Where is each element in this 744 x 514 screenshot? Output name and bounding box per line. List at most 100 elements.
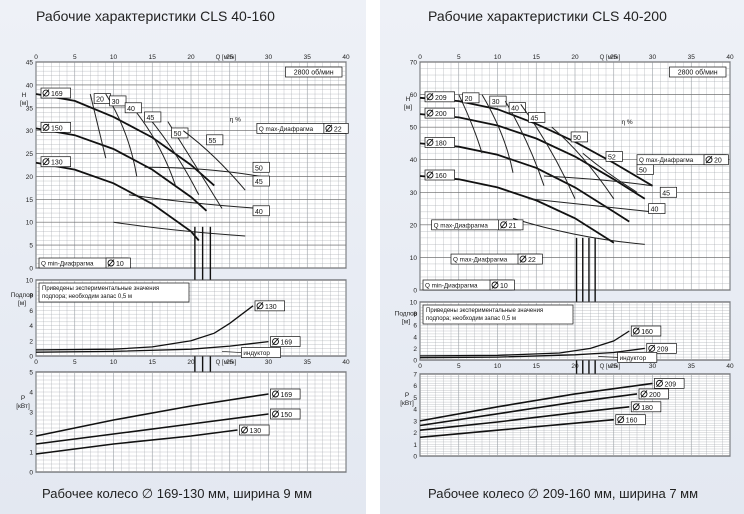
x-tick-label: 30 (649, 54, 657, 61)
npsh-curve-label: 160 (641, 329, 653, 336)
y-tick-label: 2 (413, 430, 417, 437)
efficiency-label: 50 (255, 165, 263, 172)
efficiency-label-box (648, 203, 666, 214)
x-tick-label: 0 (34, 54, 38, 61)
y-tick-label: 6 (413, 383, 417, 390)
x-tick-label: 15 (149, 359, 157, 366)
q-max-diameter-box (517, 253, 543, 265)
efficiency-label-box (252, 161, 270, 173)
head-curve-label: 169 (51, 91, 63, 98)
efficiency-label-box (508, 102, 526, 113)
efficiency-curve (582, 152, 638, 193)
diameter-icon-slash (42, 157, 50, 166)
y-axis-unit: [кВт] (400, 400, 414, 407)
diameter-icon (272, 338, 279, 346)
y-tick-label: 20 (410, 222, 418, 229)
head-curve-label: 180 (435, 140, 447, 147)
y-tick-label: 0 (413, 288, 417, 295)
power-curve-169 (35, 393, 269, 437)
x-tick-label: 10 (494, 363, 502, 370)
y-tick-label: 0 (413, 358, 417, 365)
efficiency-label-box (570, 131, 588, 143)
efficiency-label-box (528, 112, 546, 123)
x-tick-label: 20 (187, 359, 195, 366)
diameter-icon (640, 390, 648, 398)
head-curve-label-box (40, 156, 71, 168)
y-tick-label: 0 (413, 454, 417, 461)
diameter-icon-slash (491, 281, 499, 289)
efficiency-curve (128, 194, 261, 209)
x-tick-label: 0 (418, 54, 422, 61)
efficiency-label: 45 (147, 115, 155, 122)
x-tick-label: 20 (571, 363, 579, 370)
q-min-diameter-box (105, 257, 131, 269)
diameter-icon-slash (632, 403, 640, 411)
efficiency-label-box (144, 111, 162, 123)
y-tick-label: 8 (29, 293, 33, 300)
x-tick-label: 40 (342, 359, 350, 366)
efficiency-label: 50 (174, 131, 182, 138)
y-axis-label: H (406, 96, 411, 103)
power-curve-label-box (638, 388, 669, 400)
y-tick-label: 60 (410, 92, 418, 99)
head-curve-label-box (424, 169, 455, 181)
x-tick-label: 35 (688, 54, 696, 61)
q-max-label: Q max-Диафрагма (639, 157, 694, 164)
head-curve-label-box (40, 87, 71, 99)
x-tick-label: 35 (304, 359, 312, 366)
diameter-icon-slash (426, 138, 434, 147)
inducer-box (617, 352, 658, 363)
diameter-icon (426, 109, 434, 117)
y-tick-label: 0 (29, 266, 33, 273)
y-tick-label: 1 (29, 450, 33, 457)
power-curve-209 (419, 382, 653, 422)
inducer-label: индуктор (243, 350, 270, 357)
efficiency-label: 40 (511, 106, 519, 113)
y-tick-label: 45 (26, 60, 34, 67)
head-curve-209 (419, 96, 653, 187)
inducer-pointer (598, 356, 618, 358)
npsh-curve-209 (419, 347, 645, 359)
diameter-icon (42, 158, 50, 166)
x-tick-label: 25 (610, 54, 618, 61)
chart-title: Рабочие характеристики CLS 40-160 (36, 8, 275, 24)
y-axis-label: Подпор (395, 311, 418, 318)
power-curve-200 (419, 393, 638, 427)
y-tick-label: 10 (410, 255, 418, 262)
panel-cls-40-160: Рабочие характеристики CLS 40-160 0 5 10 15… (0, 0, 366, 514)
power-curve-label-box (654, 378, 685, 389)
npsh-note-box (38, 282, 190, 303)
efficiency-label: 55 (209, 138, 217, 145)
efficiency-label: 30 (492, 99, 500, 106)
efficiency-curve (458, 94, 483, 154)
y-tick-label: 25 (26, 151, 34, 158)
y-tick-label: 3 (413, 418, 417, 425)
efficiency-curve (543, 175, 653, 187)
speed-label: 2800 об/мин (294, 69, 334, 77)
head-curve-label: 130 (51, 160, 63, 167)
y-tick-label: 20 (26, 174, 34, 181)
diameter-icon (632, 403, 640, 411)
efficiency-label-box (109, 95, 127, 107)
npsh-curve-169 (35, 340, 269, 353)
diameter-icon-slash (426, 171, 434, 179)
efficiency-unit: η % (230, 117, 241, 124)
y-tick-label: 6 (29, 308, 33, 315)
y-tick-label: 1 (413, 442, 417, 449)
y-tick-label: 0 (29, 354, 33, 361)
q-min-diameter: 10 (116, 261, 124, 268)
efficiency-label-box (462, 92, 480, 104)
npsh-curve-label-box (254, 300, 285, 312)
x-tick-label: 10 (494, 54, 502, 61)
x-tick-label: 5 (457, 363, 461, 370)
x-tick-label: 25 (610, 363, 618, 370)
y-tick-label: 0 (29, 470, 33, 477)
y-tick-label: 40 (26, 82, 34, 89)
diameter-icon (241, 426, 248, 434)
efficiency-label: 45 (531, 115, 539, 122)
power-curve-label: 169 (281, 392, 293, 399)
diameter-icon-slash (519, 255, 527, 263)
diameter-icon (705, 156, 713, 164)
